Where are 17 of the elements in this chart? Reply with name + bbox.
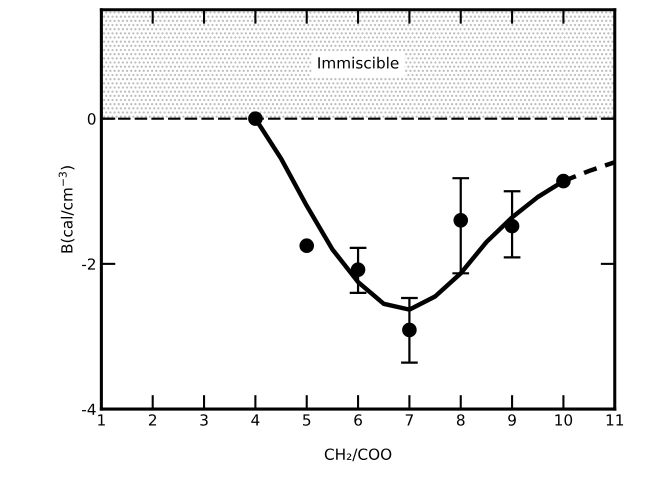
x-tick-label: 6 xyxy=(354,414,362,426)
x-tick-label: 9 xyxy=(508,414,516,426)
x-tick-label: 2 xyxy=(148,414,156,426)
x-tick-label: 7 xyxy=(406,414,413,426)
band-label: Immiscible xyxy=(318,56,398,69)
y-tick-label: 0 xyxy=(88,113,96,125)
x-tick-label: 4 xyxy=(251,414,260,426)
y-axis-title: B(cal/cm$^{−3}$) xyxy=(58,166,74,253)
y-tick-label: -4 xyxy=(82,404,96,415)
x-tick-label: 8 xyxy=(456,414,465,426)
x-axis-title: CH₂/COO xyxy=(324,448,392,462)
x-tick-label: 5 xyxy=(303,414,310,426)
x-tick-label: 1 xyxy=(98,414,105,426)
x-tick-label: 11 xyxy=(606,414,624,426)
x-tick-label: 10 xyxy=(555,414,572,426)
y-tick-label: -2 xyxy=(82,258,95,270)
x-tick-label: 3 xyxy=(200,414,208,426)
